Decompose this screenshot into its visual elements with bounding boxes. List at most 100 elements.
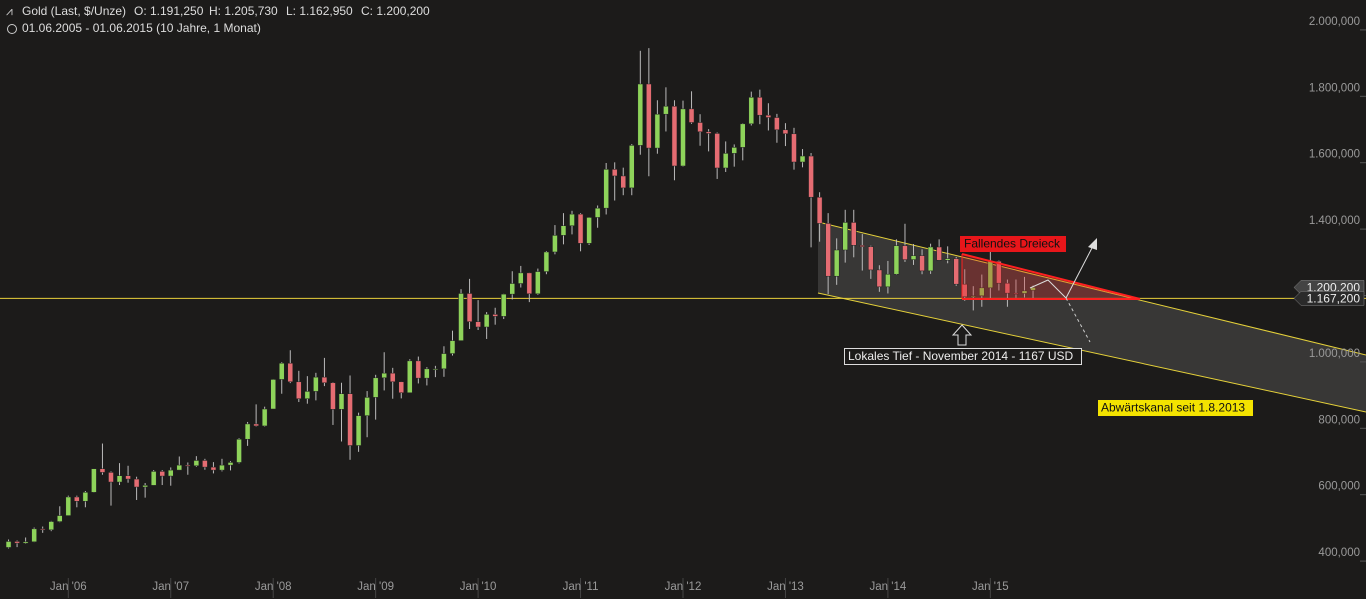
candle-body — [330, 382, 336, 410]
candle-body — [970, 295, 977, 298]
candle-body — [159, 471, 165, 477]
x-tick-label: Jan '15 — [972, 581, 1009, 593]
candle-body — [731, 147, 737, 154]
candle-body — [398, 381, 405, 393]
candle-body — [287, 362, 294, 383]
candle-body — [1013, 292, 1019, 295]
x-tick-label: Jan '08 — [255, 581, 292, 593]
candle-body — [168, 469, 174, 477]
x-tick-label: Jan '14 — [870, 581, 907, 593]
candle-body — [14, 541, 20, 544]
candle-body — [313, 376, 319, 392]
candle-body — [569, 213, 575, 227]
candle-body — [296, 381, 302, 399]
candle-body — [347, 393, 353, 446]
candle-body — [996, 261, 1002, 284]
candle-body — [483, 314, 490, 328]
candle-body — [722, 153, 729, 169]
candle-body — [620, 175, 626, 189]
candle-body — [236, 438, 242, 463]
candle-body — [535, 271, 541, 295]
candle-body — [150, 471, 157, 486]
ohlc-label: O: 1.191,250 — [134, 4, 204, 18]
subtitle: 01.06.2005 - 01.06.2015 (10 Jahre, 1 Mon… — [22, 21, 261, 35]
candle-body — [372, 377, 379, 398]
candle-body — [509, 283, 515, 295]
annotation-box — [960, 236, 1066, 252]
candle-body — [449, 340, 456, 354]
annotation: Fallendes Dreieck — [964, 237, 1061, 251]
candle-body — [432, 368, 439, 371]
y-tick-label: 400,000 — [1318, 547, 1360, 559]
candle-body — [816, 196, 823, 224]
candle-body — [637, 83, 644, 146]
candle-body — [108, 472, 114, 483]
candle-body — [116, 475, 123, 483]
ohlc-label: C: 1.200,200 — [361, 4, 430, 18]
candle-body — [415, 360, 422, 379]
candle-body — [876, 269, 883, 288]
candle-body — [680, 108, 686, 167]
candle-body — [663, 105, 669, 115]
candle-body — [458, 293, 464, 341]
channel-fill — [818, 222, 1366, 412]
candle-body — [611, 169, 618, 177]
candle-body — [202, 460, 208, 468]
candle-body — [176, 464, 183, 471]
candle-body — [560, 225, 567, 236]
candle-body — [979, 287, 985, 297]
candle-body — [261, 408, 268, 427]
candle-body — [927, 246, 934, 272]
candle-body — [1030, 287, 1036, 291]
candle-body — [748, 97, 755, 125]
y-tick-label: 1.400,000 — [1309, 215, 1360, 227]
candle-body — [1021, 290, 1028, 294]
x-tick-label: Jan '07 — [152, 581, 189, 593]
candle-body — [31, 528, 37, 543]
candle-body — [808, 155, 814, 198]
candle-body — [765, 114, 772, 118]
candle-body — [99, 468, 106, 473]
y-tick-label: 800,000 — [1318, 414, 1360, 426]
clock-icon — [7, 24, 17, 34]
candle-body — [142, 485, 148, 488]
arrow-up — [1065, 245, 1094, 299]
candle-body — [389, 372, 396, 383]
candle-body — [219, 464, 225, 471]
candle-body — [594, 207, 601, 218]
candle-body — [74, 496, 80, 502]
candle-body — [91, 468, 97, 493]
candle-body — [705, 131, 712, 134]
y-tick-label: 600,000 — [1318, 481, 1360, 493]
candle-body — [304, 391, 311, 399]
candle-body — [133, 478, 140, 488]
candle-body — [39, 528, 46, 531]
candle-body — [825, 223, 831, 277]
candle-body — [424, 368, 430, 379]
ohlc-label: L: 1.162,950 — [286, 4, 353, 18]
x-tick-label: Jan '10 — [460, 581, 497, 593]
price-tag-label: 1.167,200 — [1307, 292, 1361, 306]
candle-body — [407, 360, 413, 393]
candle-body — [518, 272, 524, 284]
candle-body — [885, 273, 891, 288]
candle-body — [577, 213, 584, 244]
x-tick-label: Jan '13 — [767, 581, 804, 593]
candle-body — [82, 492, 89, 502]
candle-body — [697, 122, 703, 133]
candle-body — [953, 258, 959, 285]
candle-body — [902, 245, 908, 260]
candle-body — [355, 415, 362, 446]
candle-body — [244, 423, 251, 440]
candle-body — [125, 475, 131, 480]
x-tick-label: Jan '12 — [665, 581, 702, 593]
arrow-head — [1088, 238, 1097, 250]
candle-body — [646, 83, 652, 149]
candle-body — [944, 258, 951, 261]
y-tick-label: 1.800,000 — [1309, 82, 1360, 94]
candle-body — [833, 249, 840, 277]
instrument-title: Gold (Last, $/Unze) — [22, 4, 126, 18]
candle-body — [586, 217, 592, 244]
candle-body — [364, 397, 370, 416]
